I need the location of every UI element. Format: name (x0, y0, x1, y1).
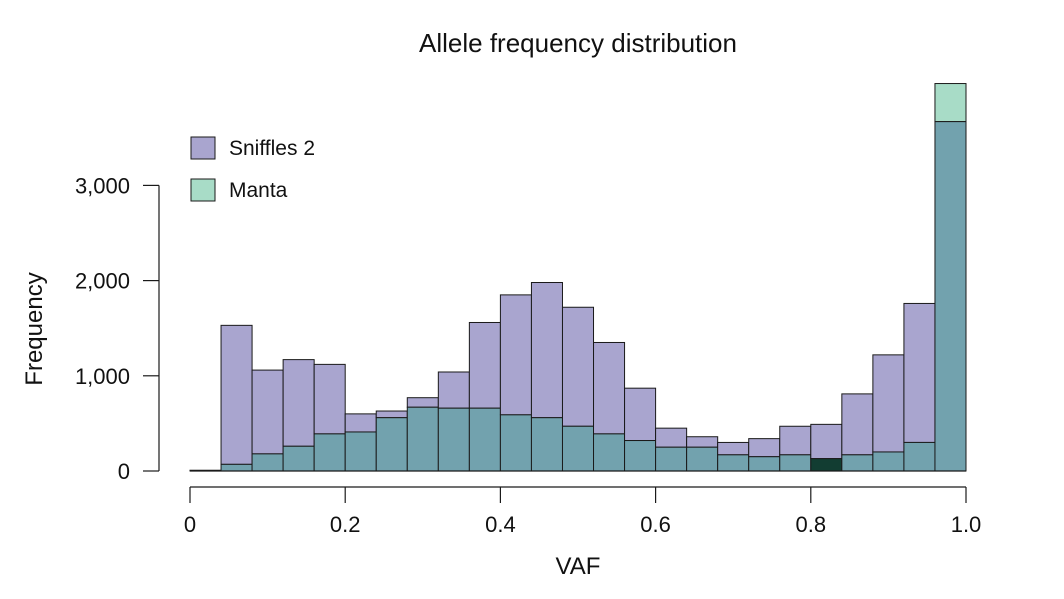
y-tick-label: 2,000 (75, 269, 130, 294)
bar-overlap-1 (220, 463, 253, 472)
bar-sniffles2-18 (748, 438, 781, 458)
legend-swatch-0 (190, 136, 216, 160)
chart-title: Allele frequency distribution (419, 28, 737, 58)
x-axis: 0 0.2 0.4 0.6 0.8 1.0 (184, 486, 982, 537)
bar-sniffles2-22 (872, 354, 905, 453)
bar-overlap-13 (593, 433, 626, 472)
bar-overlap-20 (810, 458, 843, 472)
x-tick-label: 0.6 (640, 512, 671, 537)
bar-overlap-18 (748, 456, 781, 472)
bar-sniffles2-9 (468, 321, 501, 409)
y-tick-label: 0 (118, 459, 130, 484)
bar-overlap-23 (903, 441, 936, 472)
bar-sniffles2-10 (499, 294, 532, 416)
bar-overlap-2 (251, 453, 284, 472)
bar-sniffles2-2 (251, 369, 284, 455)
x-tick-label: 0.4 (485, 512, 516, 537)
x-axis-label: VAF (556, 553, 601, 580)
bar-overlap-21 (841, 454, 874, 472)
legend-swatch-1 (190, 178, 216, 202)
legend-label-1: Manta (229, 179, 288, 202)
bar-sniffles2-6 (375, 410, 408, 419)
bar-sniffles2-13 (593, 341, 626, 435)
bar-sniffles2-7 (406, 397, 439, 408)
bar-sniffles2-4 (313, 363, 346, 435)
bar-sniffles2-20 (810, 423, 843, 460)
bar-overlap-4 (313, 433, 346, 472)
x-tick-label: 0 (184, 512, 196, 537)
x-tick-label: 0.2 (330, 512, 361, 537)
bar-overlap-6 (375, 417, 408, 472)
x-tick-label: 0.8 (796, 512, 827, 537)
bar-overlap-17 (717, 454, 750, 472)
bar-sniffles2-17 (717, 441, 750, 456)
bar-sniffles2-23 (903, 302, 936, 443)
bar-manta-24 (934, 83, 967, 123)
y-tick-label: 3,000 (75, 173, 130, 198)
bar-overlap-12 (561, 425, 595, 472)
bars-layer (189, 83, 967, 472)
bar-overlap-11 (530, 417, 563, 472)
y-axis-label: Frequency (21, 272, 48, 385)
bar-sniffles2-19 (779, 425, 812, 456)
bar-sniffles2-15 (655, 427, 688, 448)
bar-sniffles2-8 (437, 371, 470, 409)
legend-label-0: Sniffles 2 (229, 137, 315, 160)
bar-overlap-3 (282, 445, 315, 472)
bar-sniffles2-16 (686, 436, 719, 448)
y-axis: 0 1,000 2,000 3,000 (75, 173, 160, 484)
y-tick-label: 1,000 (75, 364, 130, 389)
bar-sniffles2-14 (624, 387, 657, 442)
bar-overlap-8 (437, 407, 470, 472)
bar-overlap-16 (686, 446, 719, 472)
bar-sniffles2-1 (220, 324, 253, 465)
bar-sniffles2-21 (841, 393, 874, 456)
bar-overlap-19 (779, 454, 812, 472)
bar-overlap-9 (468, 407, 501, 472)
bar-sniffles2-5 (344, 413, 377, 433)
bar-overlap-7 (406, 406, 439, 472)
bar-overlap-5 (344, 431, 377, 472)
bar-sniffles2-12 (561, 306, 595, 427)
bar-overlap-10 (499, 414, 532, 472)
bar-overlap-22 (872, 451, 905, 472)
bar-sniffles2-11 (530, 282, 563, 419)
bar-sniffles2-3 (282, 359, 315, 447)
bar-overlap-24 (934, 121, 967, 472)
bar-overlap-14 (624, 440, 657, 472)
legend: Sniffles 2 Manta (190, 136, 315, 202)
x-tick-label: 1.0 (951, 512, 982, 537)
bar-overlap-15 (655, 446, 688, 472)
